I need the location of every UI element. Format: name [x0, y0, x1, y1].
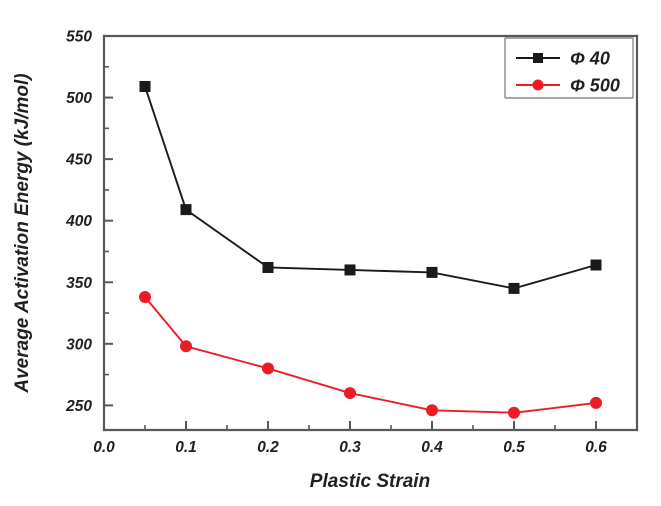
data-point-marker: [262, 261, 274, 273]
x-tick-label: 0.6: [585, 439, 607, 456]
y-tick-label: 250: [65, 398, 92, 415]
legend-label-2: Φ 500: [570, 76, 620, 96]
x-tick-label: 0.0: [93, 439, 115, 456]
y-tick-label: 350: [66, 275, 92, 292]
data-point-marker: [139, 80, 151, 92]
data-point-marker: [508, 406, 520, 419]
y-tick-label: 500: [66, 90, 92, 107]
x-axis-ticks: [103, 421, 597, 430]
y-tick-label: 450: [65, 152, 92, 169]
series-1: [139, 80, 602, 294]
x-tick-label: 0.4: [421, 439, 443, 456]
x-tick-label: 0.3: [339, 439, 361, 456]
data-point-marker: [590, 396, 602, 409]
y-axis-title: Average Activation Energy (kJ/mol): [12, 73, 33, 393]
data-point-marker: [426, 266, 438, 278]
x-tick-label: 0.5: [503, 439, 525, 456]
data-point-marker: [344, 387, 356, 400]
x-axis-tick-labels: 0.0 0.1 0.2 0.3 0.4 0.5 0.6: [93, 439, 607, 456]
data-point-marker: [180, 204, 192, 216]
y-tick-label: 400: [65, 213, 92, 230]
data-point-marker: [180, 340, 192, 353]
chart-legend: Φ 40 Φ 500: [504, 37, 634, 99]
data-point-marker: [262, 362, 274, 375]
data-point-marker: [344, 264, 356, 276]
x-tick-label: 0.1: [175, 439, 197, 456]
x-tick-label: 0.2: [257, 439, 279, 456]
axes: [102, 34, 639, 432]
legend-marker: [532, 79, 544, 91]
data-point-marker: [508, 282, 520, 294]
legend-marker: [533, 53, 543, 63]
legend-label-1: Φ 40: [570, 49, 610, 69]
data-point-marker: [590, 259, 602, 271]
x-axis-title: Plastic Strain: [310, 471, 430, 492]
y-axis-tick-labels: 250 300 350 400 450 500 550: [65, 29, 92, 415]
data-point-marker: [139, 291, 151, 304]
y-tick-label: 550: [66, 29, 92, 46]
data-point-marker: [426, 404, 438, 417]
y-axis-ticks: [104, 35, 113, 407]
series-2: [139, 291, 602, 419]
y-tick-label: 300: [66, 336, 92, 353]
data-series-layer: [139, 80, 602, 419]
